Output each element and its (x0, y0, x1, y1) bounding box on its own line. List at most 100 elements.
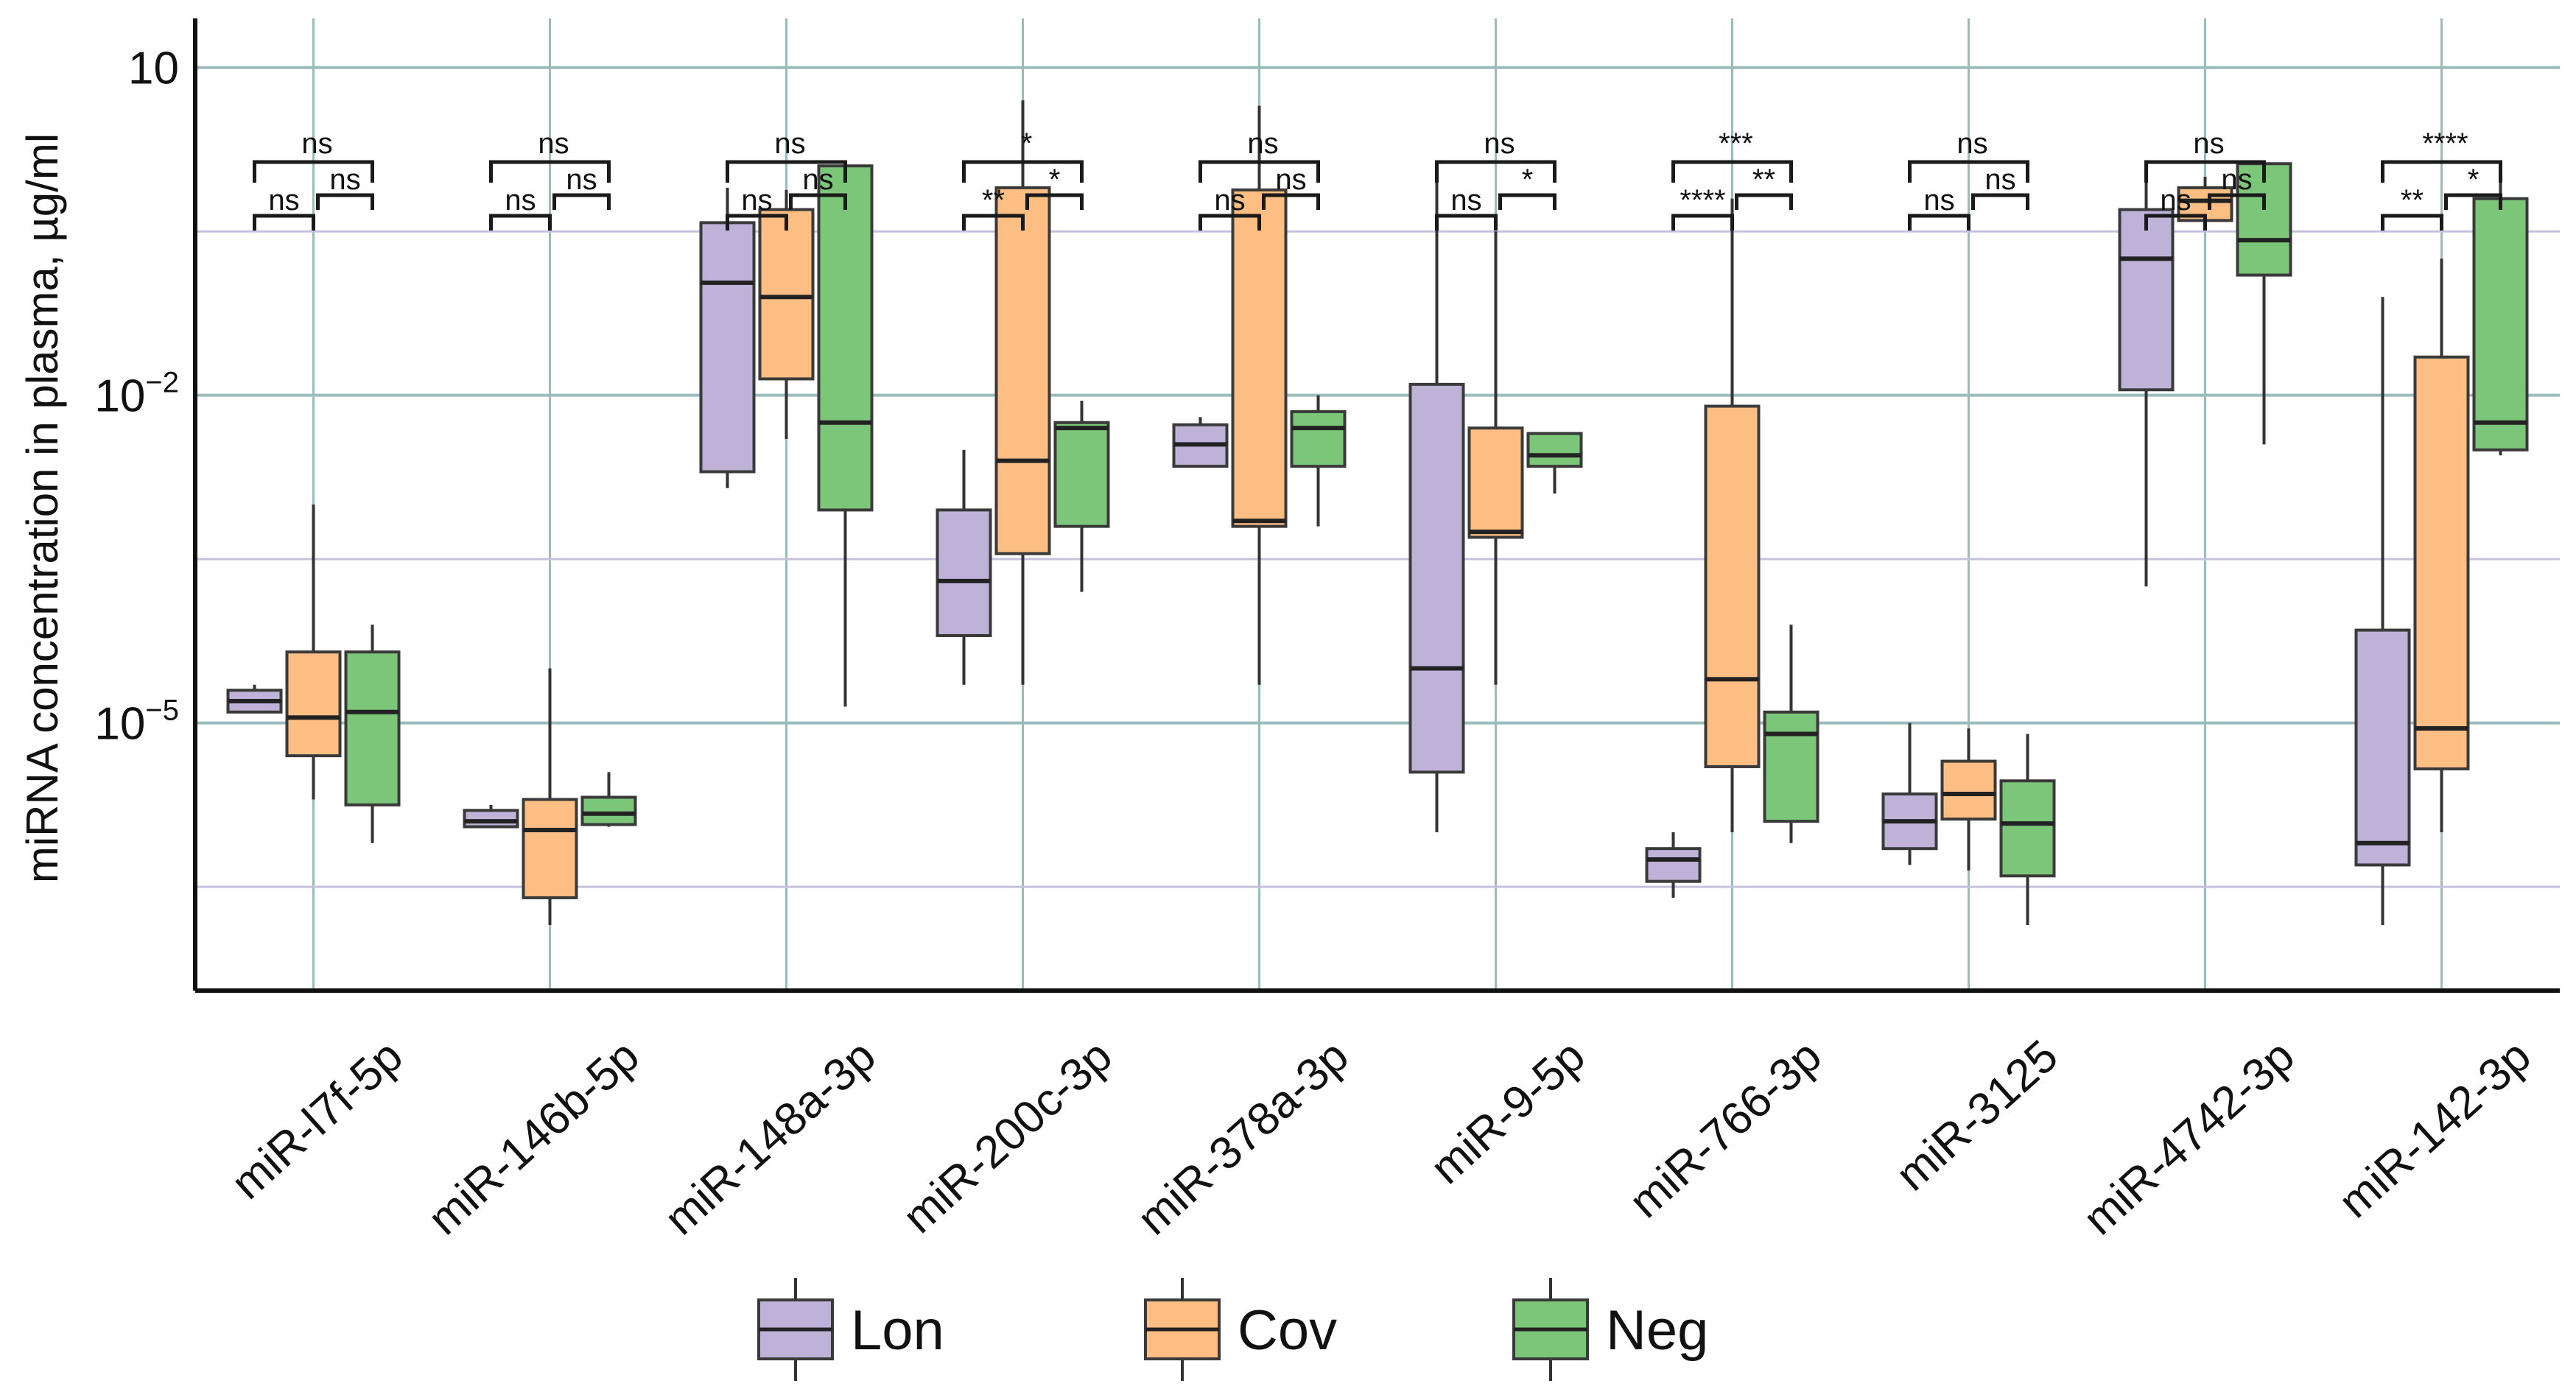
bracket-right (552, 193, 611, 210)
box-body (285, 650, 342, 758)
y-tick-exponent: −5 (145, 695, 179, 727)
significance-label-right: ns (329, 164, 360, 196)
box-body (994, 186, 1051, 555)
bracket-outer (2381, 160, 2502, 183)
box-body (580, 795, 637, 826)
y-axis-label: miRNA concentration in plasma, µg/ml (18, 133, 67, 883)
box-cov (2413, 259, 2470, 832)
x-tick-label: miR-146b-5p (418, 1030, 649, 1245)
bracket-outer (489, 160, 611, 183)
significance-label-outer: ns (1247, 127, 1278, 160)
significance-label-right: ns (1984, 164, 2015, 196)
box-body (1053, 421, 1110, 528)
significance-label-outer: * (1021, 127, 1033, 160)
box-lon (2354, 297, 2411, 926)
box-lon (1881, 723, 1938, 865)
significance-label-left: ns (505, 184, 536, 217)
y-tick-label: 10−2 (94, 367, 179, 422)
box-cov (1704, 198, 1761, 832)
bracket-outer (253, 160, 374, 183)
box-body (758, 208, 815, 381)
bracket-left (726, 214, 788, 231)
box-cov (285, 505, 342, 800)
box-body (1408, 382, 1465, 774)
legend-item-neg: Neg (1512, 1278, 1708, 1381)
box-body (1999, 779, 2056, 878)
significance-label-left: ns (2160, 184, 2191, 217)
box-body (1645, 847, 1702, 883)
bracket-left (1908, 214, 1970, 231)
box-body (1940, 759, 1997, 821)
box-body (1763, 710, 1819, 823)
box-cov (1231, 105, 1288, 685)
significance-label-outer: *** (1719, 127, 1753, 160)
significance-label-right: * (2468, 164, 2480, 196)
bracket-outer (962, 160, 1084, 183)
box-lon (2118, 166, 2175, 587)
significance-label-left: ns (1214, 184, 1245, 217)
box-body (1231, 188, 1288, 528)
box-neg (1763, 625, 1819, 843)
box-neg (344, 625, 401, 843)
significance-label-right: ns (1275, 164, 1306, 196)
x-tick-label: miR-148a-3p (655, 1030, 885, 1245)
bracket-left (1435, 214, 1498, 231)
box-body (522, 798, 578, 899)
box-lon (463, 804, 519, 829)
significance-label-outer: ns (774, 127, 805, 160)
bracket-outer (726, 160, 847, 183)
significance-label-left: ns (268, 184, 299, 217)
significance-label-right: * (1049, 164, 1061, 196)
bracket-right (2444, 193, 2502, 210)
bracket-outer (1671, 160, 1793, 183)
significance-label-left: ** (2401, 184, 2424, 217)
box-lon (936, 449, 992, 685)
x-tick-label: miR-142-3p (2329, 1030, 2541, 1228)
box-neg (817, 164, 874, 707)
significance-label-right: ns (566, 164, 597, 196)
box-neg (1999, 734, 2056, 926)
significance-label-outer: ns (1484, 127, 1515, 160)
significance-label-left: **** (1680, 184, 1725, 217)
significance-label-outer: **** (2422, 127, 2468, 160)
x-tick-label: miR-766-3p (1620, 1030, 1831, 1228)
bracket-outer (1198, 160, 1320, 183)
box-body (2354, 628, 2411, 867)
bracket-left (1671, 214, 1734, 231)
box-cov (1940, 728, 1997, 871)
legend-label: Cov (1238, 1299, 1337, 1362)
box-body (1290, 409, 1347, 468)
box-cov (758, 189, 815, 440)
box-body (1467, 426, 1524, 539)
box-body (2118, 208, 2175, 392)
bracket-right (789, 193, 847, 210)
box-body (344, 650, 401, 806)
box-lon (1645, 832, 1702, 898)
legend-label: Neg (1606, 1299, 1708, 1362)
box-body (1704, 404, 1761, 768)
box-body (2472, 197, 2529, 451)
x-tick-label: miR-378a-3p (1128, 1030, 1358, 1245)
box-neg (1290, 395, 1347, 527)
bracket-left (1198, 214, 1261, 231)
box-neg (2472, 160, 2529, 456)
box-cov (1467, 231, 1524, 685)
box-body (2413, 355, 2470, 770)
bracket-outer (1908, 160, 2029, 183)
box-body (817, 164, 874, 512)
bracket-right (1025, 193, 1084, 210)
bracket-right (316, 193, 374, 210)
bracket-left (489, 214, 552, 231)
box-neg (580, 772, 637, 827)
bracket-left (2144, 214, 2207, 231)
box-body (936, 508, 992, 637)
significance-label-outer: ns (538, 127, 569, 160)
bracket-outer (2144, 160, 2266, 183)
x-tick-label: miR-4742-3p (2074, 1030, 2304, 1245)
x-tick-label: miR-200c-3p (894, 1030, 1122, 1243)
box-cov (994, 100, 1051, 685)
box-series (226, 100, 2529, 926)
significance-label-left: ns (1450, 184, 1481, 217)
y-tick-exponent: −2 (145, 367, 179, 399)
